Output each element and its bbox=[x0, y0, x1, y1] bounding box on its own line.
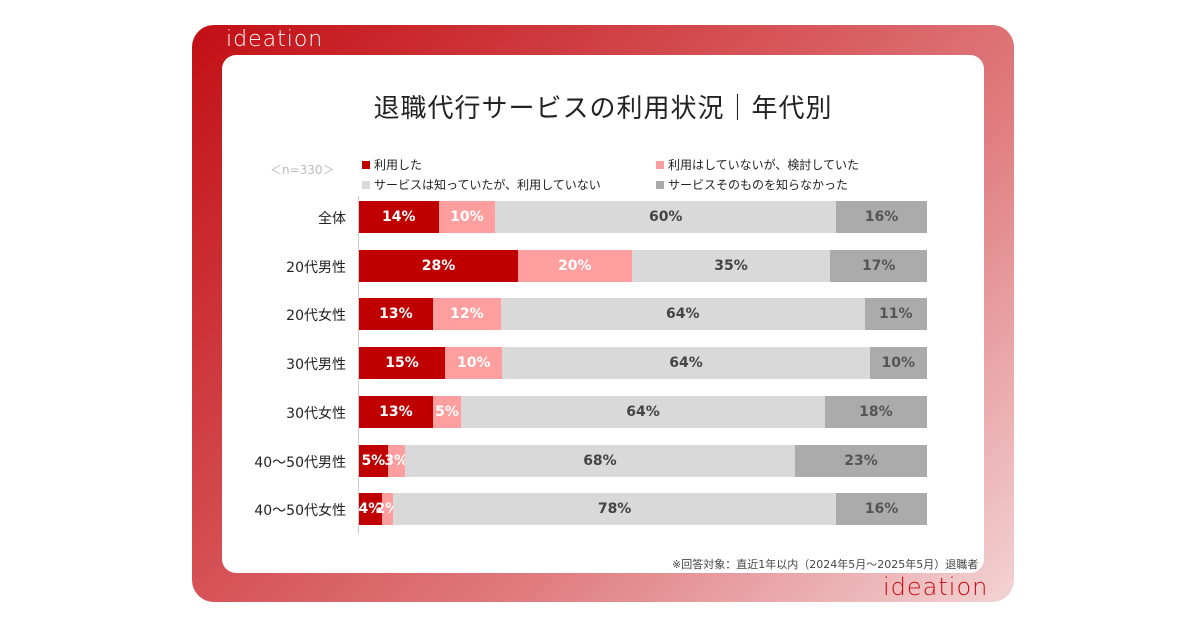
bar-segment: 2% bbox=[376, 493, 399, 526]
category-label: 40～50代男性 bbox=[254, 454, 346, 471]
data-label: 17% bbox=[861, 257, 896, 274]
data-label: 12% bbox=[450, 306, 484, 323]
bar-segment: 23% bbox=[795, 444, 927, 477]
data-label: 13% bbox=[379, 306, 413, 323]
data-label: 3% bbox=[384, 452, 409, 469]
data-label: 35% bbox=[714, 257, 748, 274]
bar-segment: 18% bbox=[824, 395, 927, 428]
data-label: 11% bbox=[878, 306, 913, 323]
chart-title: 退職代行サービスの利用状況｜年代別 bbox=[373, 94, 833, 124]
bar-segment: 28% bbox=[359, 249, 519, 282]
category-label: 20代男性 bbox=[286, 259, 346, 276]
category-label: 30代女性 bbox=[286, 405, 346, 422]
data-label: 16% bbox=[864, 501, 899, 518]
bar-row: 28% 20% 35% 17% bbox=[359, 249, 927, 282]
legend-label: 利用した bbox=[374, 158, 423, 172]
bar-segment: 11% bbox=[864, 298, 927, 331]
bar-row: 14% 10% 60% 16% bbox=[359, 201, 927, 233]
data-label: 15% bbox=[385, 355, 419, 372]
bar-segment: 14% bbox=[359, 201, 439, 233]
legend-label: 利用はしていないが、検討していた bbox=[668, 158, 860, 172]
bar-row: 5% 3% 68% 23% bbox=[359, 444, 927, 477]
data-label: 5% bbox=[435, 403, 459, 420]
data-label: 4% bbox=[358, 501, 383, 518]
category-label: 30代男性 bbox=[286, 357, 346, 374]
ideation-logo-bottom: ideation bbox=[883, 573, 989, 601]
legend-swatch bbox=[656, 180, 664, 189]
bar-segment: 17% bbox=[830, 249, 927, 282]
bar-segment: 60% bbox=[495, 201, 837, 233]
bar-row: 13% 5% 64% 18% bbox=[359, 395, 927, 428]
legend-swatch bbox=[362, 160, 370, 169]
legend-label: サービスは知っていたが、利用していない bbox=[374, 178, 601, 192]
data-label: 20% bbox=[558, 257, 592, 274]
bar-segment: 13% bbox=[359, 298, 433, 331]
data-label: 68% bbox=[583, 452, 617, 469]
category-label: 20代女性 bbox=[286, 308, 346, 325]
legend-swatch bbox=[362, 180, 370, 189]
data-label: 78% bbox=[597, 501, 632, 518]
legend-item: 利用はしていないが、検討していた bbox=[656, 156, 859, 173]
ideation-logo-top: ideation bbox=[226, 27, 324, 52]
bar-segment: 5% bbox=[432, 395, 462, 428]
legend-item: サービスは知っていたが、利用していない bbox=[362, 176, 601, 193]
legend-label: サービスそのものを知らなかった bbox=[668, 178, 849, 192]
y-axis-line bbox=[358, 196, 359, 534]
data-label: 23% bbox=[844, 452, 878, 469]
data-label: 64% bbox=[665, 306, 700, 323]
bar-segment: 16% bbox=[836, 493, 927, 526]
bar-segment: 12% bbox=[432, 298, 501, 331]
bar-segment: 13% bbox=[359, 395, 433, 428]
bar-segment: 10% bbox=[445, 347, 503, 380]
bar-segment: 64% bbox=[461, 395, 825, 428]
bar-segment: 78% bbox=[393, 493, 837, 526]
bar-segment: 10% bbox=[438, 201, 496, 233]
sample-size-label: ＜n=330＞ bbox=[270, 163, 335, 177]
footnote: ※回答対象：直近1年以内（2024年5月～2025年5月）退職者 bbox=[672, 558, 979, 571]
data-label: 10% bbox=[881, 355, 916, 372]
category-label: 全体 bbox=[318, 211, 346, 227]
data-label: 14% bbox=[382, 209, 416, 225]
data-label: 60% bbox=[648, 209, 683, 225]
data-label: 64% bbox=[669, 355, 703, 372]
data-label: 10% bbox=[450, 209, 484, 225]
bar-segment: 10% bbox=[869, 347, 927, 380]
data-label: 18% bbox=[859, 403, 893, 420]
bar-segment: 68% bbox=[404, 444, 796, 477]
bar-row: 15% 10% 64% 10% bbox=[359, 347, 927, 380]
bar-segment: 16% bbox=[836, 201, 927, 233]
legend-item: 利用した bbox=[362, 156, 422, 173]
data-label: 64% bbox=[626, 403, 660, 420]
bar-segment: 20% bbox=[518, 249, 632, 282]
data-label: 28% bbox=[421, 257, 456, 274]
data-label: 5% bbox=[361, 452, 386, 469]
bar-segment: 35% bbox=[631, 249, 831, 282]
data-label: 10% bbox=[456, 355, 491, 372]
bar-segment: 15% bbox=[359, 347, 446, 380]
bar-row: 13% 12% 64% 11% bbox=[359, 298, 927, 331]
bar-segment: 5% bbox=[359, 444, 388, 477]
bar-segment: 64% bbox=[502, 347, 870, 380]
data-label: 13% bbox=[379, 403, 413, 420]
bar-segment: 64% bbox=[500, 298, 865, 331]
bar-row: 4% 2% 78% 16% bbox=[358, 493, 927, 526]
legend-swatch bbox=[656, 160, 664, 169]
category-label: 40～50代女性 bbox=[254, 503, 346, 520]
bar-segment: 4% bbox=[358, 493, 383, 526]
legend-item: サービスそのものを知らなかった bbox=[656, 176, 848, 193]
bar-segment: 3% bbox=[384, 444, 408, 477]
data-label: 16% bbox=[864, 209, 899, 225]
